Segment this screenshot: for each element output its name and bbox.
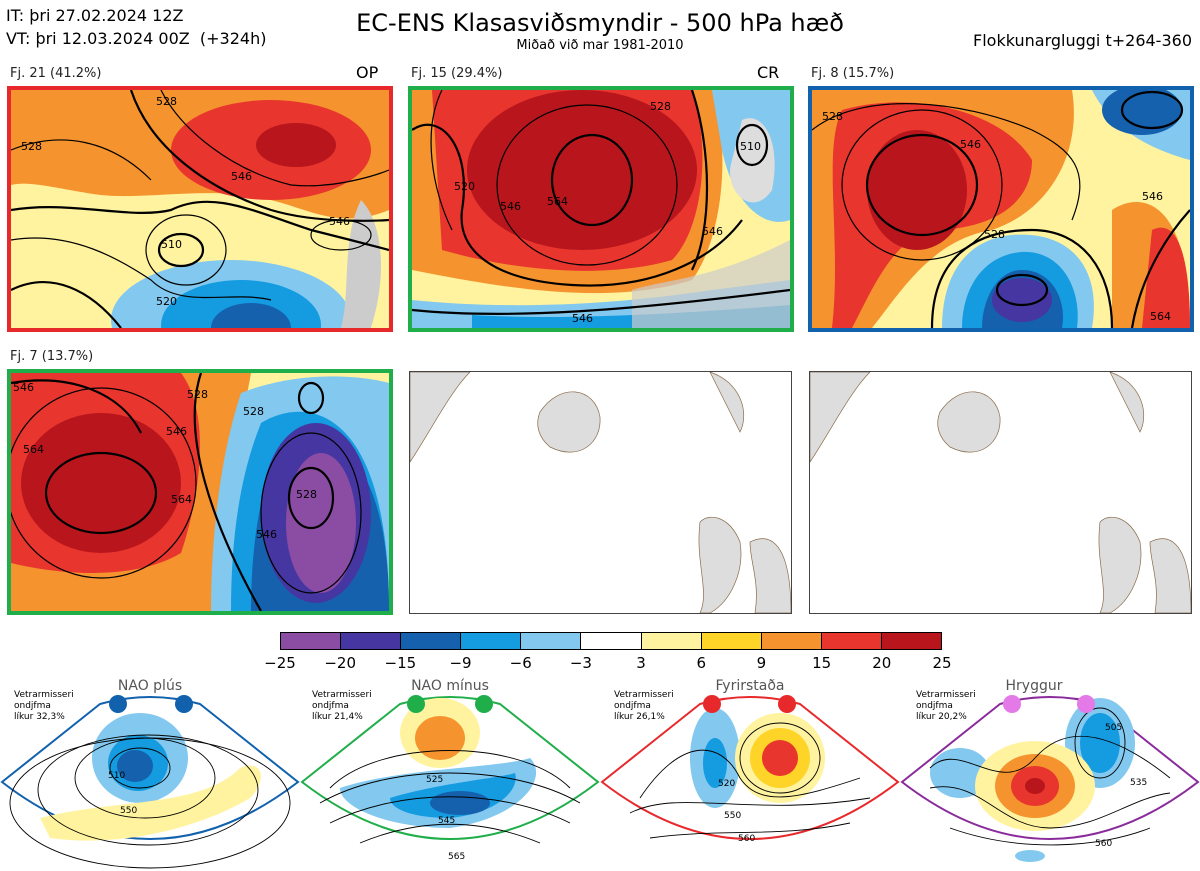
regime-1-contour-a: 510 bbox=[108, 771, 125, 781]
c4-contour-2: 564 bbox=[23, 443, 44, 456]
regime-4-contour-b: 535 bbox=[1130, 778, 1147, 788]
regime-3-contour-c: 560 bbox=[738, 834, 755, 844]
colorbar-tick: −20 bbox=[324, 654, 356, 672]
colorbar-tick: 25 bbox=[932, 654, 952, 672]
colorbar-tick: 15 bbox=[812, 654, 832, 672]
colorbar bbox=[280, 632, 942, 650]
regime-blocking: 520 550 560 Vetrarmisseri ondjfma líkur … bbox=[600, 678, 900, 871]
colorbar-tick: −6 bbox=[509, 654, 532, 672]
colorbar-bin-9 bbox=[821, 633, 882, 649]
regime-3-contour-a: 520 bbox=[718, 779, 735, 789]
colorbar-bin-10 bbox=[881, 633, 942, 649]
c2-contour-5: 546 bbox=[702, 225, 723, 238]
c1-contour-6: 510 bbox=[161, 238, 182, 251]
colorbar-tick: −15 bbox=[384, 654, 417, 672]
c1-contour-4: 546 bbox=[329, 215, 350, 228]
c4-contour-5: 564 bbox=[171, 493, 192, 506]
climatology-subtitle: Miðað við mar 1981-2010 bbox=[516, 38, 684, 53]
regime-4-stat: Vetrarmisseri ondjfma líkur 20,2% bbox=[916, 690, 976, 722]
colorbar-tick: 9 bbox=[756, 654, 767, 672]
cluster-2-map: 520 546 528 564 546 510 546 bbox=[408, 86, 794, 332]
regime-3-name: Fyrirstaða bbox=[715, 678, 785, 694]
regime-1-name: NAO plús bbox=[117, 678, 183, 694]
colorbar-bin-2 bbox=[401, 633, 462, 649]
init-time: IT: þri 27.02.2024 12Z bbox=[6, 6, 184, 25]
colorbar-tick: −25 bbox=[264, 654, 296, 672]
regime-ridge: 505 535 560 Vetrarmisseri ondjfma líkur … bbox=[900, 678, 1200, 871]
regime-1-contour-b: 550 bbox=[120, 806, 137, 816]
header-dates: IT: þri 27.02.2024 12Z VT: þri 12.03.202… bbox=[6, 4, 266, 50]
empty-map-panel-2 bbox=[809, 371, 1192, 614]
c2-contour-1: 520 bbox=[454, 180, 475, 193]
cluster-2-label: Fj. 15 (29.4%) bbox=[411, 66, 503, 81]
c4-contour-6: 528 bbox=[296, 488, 317, 501]
colorbar-tick: 3 bbox=[636, 654, 646, 672]
colorbar-tick: −9 bbox=[449, 654, 472, 672]
colorbar-bin-1 bbox=[341, 633, 402, 649]
colorbar-tick: −3 bbox=[569, 654, 592, 672]
regime-1-stat: Vetrarmisseri ondjfma líkur 32,3% bbox=[14, 690, 74, 722]
c1-contour-1: 528 bbox=[156, 95, 177, 108]
regime-3-contour-b: 550 bbox=[724, 811, 741, 821]
regime-2-stat: Vetrarmisseri ondjfma líkur 21,4% bbox=[312, 690, 372, 722]
regime-4-contour-a: 505 bbox=[1105, 723, 1122, 733]
colorbar-tick: 6 bbox=[696, 654, 707, 672]
regime-2-contour-b: 545 bbox=[438, 816, 455, 826]
cluster-3-map: 528 546 528 546 564 bbox=[808, 86, 1194, 332]
c2-contour-6: 510 bbox=[740, 140, 761, 153]
c3-contour-2: 546 bbox=[960, 138, 981, 151]
c4-contour-1: 546 bbox=[13, 381, 34, 394]
c2-contour-7: 546 bbox=[572, 312, 593, 325]
cluster-3-label: Fj. 8 (15.7%) bbox=[811, 66, 895, 81]
c1-contour-3: 546 bbox=[231, 170, 252, 183]
c4-contour-3: 528 bbox=[187, 388, 208, 401]
colorbar-bin-7 bbox=[701, 633, 762, 649]
page-title: EC-ENS Klasasviðsmyndir - 500 hPa hæð bbox=[356, 9, 844, 37]
colorbar-bin-3 bbox=[461, 633, 522, 649]
cluster-1-tag: OP bbox=[356, 63, 379, 82]
cluster-4-map: 546 564 528 546 564 528 546 528 bbox=[7, 369, 393, 615]
colorbar-bin-8 bbox=[761, 633, 822, 649]
c2-contour-4: 564 bbox=[547, 195, 568, 208]
valid-time: VT: þri 12.03.2024 00Z (+324h) bbox=[6, 29, 267, 48]
regime-4-contour-c: 560 bbox=[1095, 839, 1112, 849]
colorbar-bin-6 bbox=[641, 633, 702, 649]
c2-contour-3: 528 bbox=[650, 100, 671, 113]
regime-4-name: Hryggur bbox=[1005, 678, 1063, 694]
regime-3-stat: Vetrarmisseri ondjfma líkur 26,1% bbox=[614, 690, 674, 722]
c4-contour-4: 546 bbox=[166, 425, 187, 438]
colorbar-bin-4 bbox=[521, 633, 582, 649]
c1-contour-2: 528 bbox=[21, 140, 42, 153]
regime-2-contour-a: 525 bbox=[426, 775, 443, 785]
cluster-2-tag: CR bbox=[757, 63, 780, 82]
empty-map-panel-1 bbox=[409, 371, 792, 614]
regime-nao-minus: 525 545 565 Vetrarmisseri ondjfma líkur … bbox=[300, 678, 600, 871]
c1-contour-5: 520 bbox=[156, 295, 177, 308]
cluster-1-map: 528 528 546 546 520 510 bbox=[7, 86, 393, 332]
c2-contour-2: 546 bbox=[500, 200, 521, 213]
cluster-4-label: Fj. 7 (13.7%) bbox=[10, 349, 94, 364]
c3-contour-3: 528 bbox=[822, 110, 843, 123]
colorbar-bin-0 bbox=[281, 633, 342, 649]
cluster-1-label: Fj. 21 (41.2%) bbox=[10, 66, 102, 81]
classification-window: Flokkunargluggi t+264-360 bbox=[973, 31, 1192, 50]
c4-contour-7: 546 bbox=[256, 528, 277, 541]
c4-contour-8: 528 bbox=[243, 405, 264, 418]
c3-contour-1: 528 bbox=[984, 228, 1005, 241]
c3-contour-4: 546 bbox=[1142, 190, 1163, 203]
colorbar-tick: 20 bbox=[872, 654, 892, 672]
regime-2-contour-c: 565 bbox=[448, 852, 465, 862]
regime-2-name: NAO mínus bbox=[411, 678, 489, 694]
colorbar-bin-5 bbox=[581, 633, 642, 649]
regime-nao-plus: 510 550 Vetrarmisseri ondjfma líkur 32,3… bbox=[0, 678, 300, 871]
c3-contour-5: 564 bbox=[1150, 310, 1171, 323]
